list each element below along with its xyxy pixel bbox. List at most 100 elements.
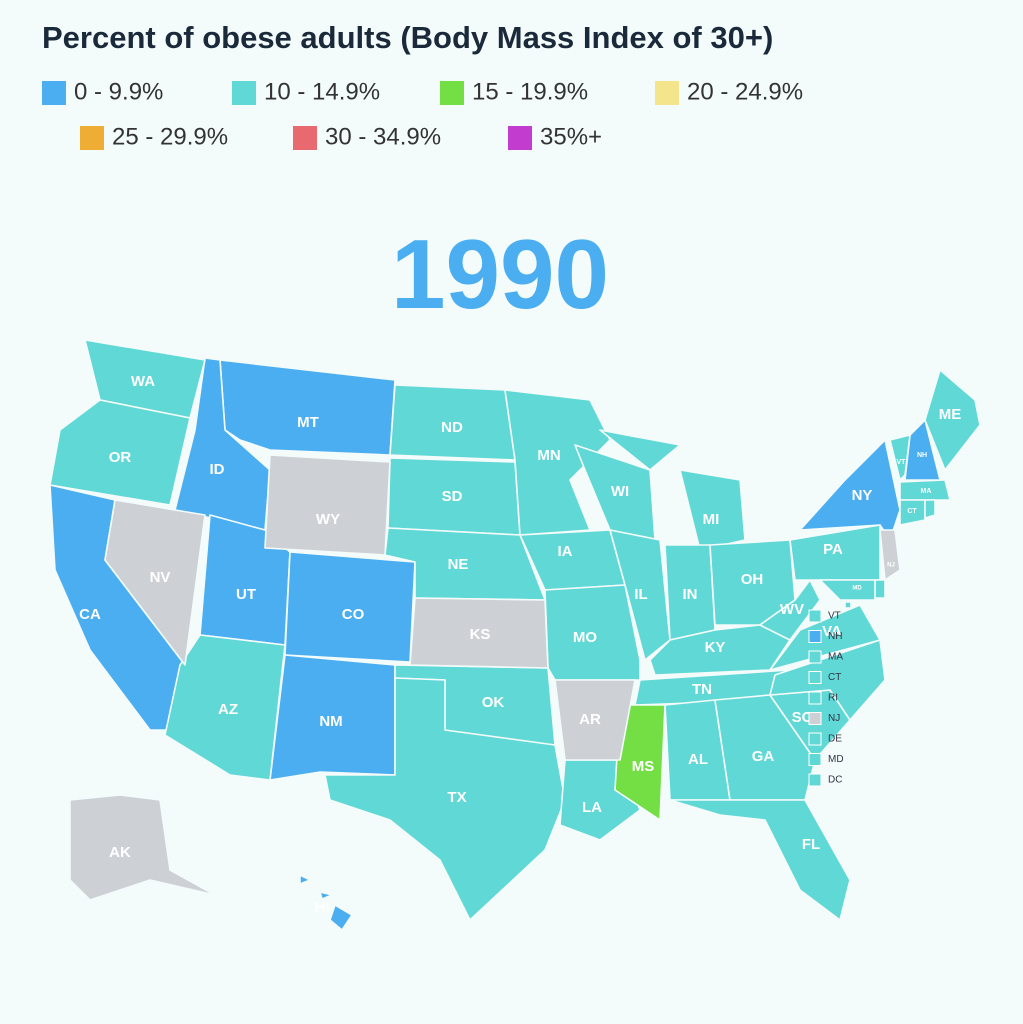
state-label: OK — [482, 694, 505, 711]
state — [819, 579, 876, 601]
state-label: WV — [780, 601, 804, 618]
side-swatch — [808, 609, 822, 623]
side-swatch — [808, 630, 822, 643]
state-label: MT — [297, 414, 319, 431]
state-label: AR — [579, 711, 601, 728]
state-label: NY — [852, 487, 873, 504]
state-label: CA — [79, 606, 101, 623]
state — [874, 579, 886, 599]
state — [599, 429, 681, 471]
state — [219, 359, 396, 456]
state — [609, 529, 671, 661]
state-label: CT — [907, 508, 917, 515]
side-swatch — [808, 691, 822, 705]
side-swatch — [808, 732, 822, 746]
state — [164, 634, 286, 781]
legend-swatch — [655, 81, 679, 105]
side-label: DC — [828, 775, 842, 786]
state — [504, 389, 611, 536]
state — [69, 794, 216, 901]
side-swatch — [808, 650, 822, 664]
legend-label: 15 - 19.9% — [472, 78, 588, 105]
state — [844, 601, 852, 609]
legend-label: 35%+ — [540, 123, 602, 150]
state — [264, 454, 391, 556]
state — [104, 499, 206, 666]
title: Percent of obese adults (Body Mass Index… — [42, 20, 773, 55]
state-label: NE — [448, 556, 469, 573]
legend-swatch — [232, 81, 256, 105]
side-label: VT — [828, 611, 841, 622]
side-label: CT — [828, 672, 841, 683]
state-label: IL — [634, 586, 647, 603]
state-label: WA — [131, 373, 155, 390]
state — [614, 704, 666, 821]
state-label: GA — [752, 748, 775, 765]
state-label: NV — [150, 569, 171, 586]
state — [889, 434, 911, 481]
legend-swatch — [42, 81, 66, 105]
state-label: ID — [210, 461, 225, 478]
state-label: AZ — [218, 701, 238, 718]
state — [899, 479, 951, 501]
legend-swatch — [80, 126, 104, 150]
state — [554, 679, 636, 761]
year: 1990 — [391, 219, 609, 329]
state-label: TN — [692, 681, 712, 698]
state-label: MN — [537, 447, 560, 464]
state — [409, 597, 549, 669]
state-label: MO — [573, 629, 597, 646]
state — [879, 529, 901, 581]
state-label: IA — [558, 543, 573, 560]
state-label: MA — [921, 488, 932, 495]
state-label: MI — [703, 511, 720, 528]
state-label: KY — [705, 639, 726, 656]
state — [924, 369, 981, 471]
state-label: ND — [441, 419, 463, 436]
state-label: OH — [741, 571, 764, 588]
side-label: NJ — [828, 713, 840, 724]
side-label: MA — [828, 652, 843, 663]
legend-label: 25 - 29.9% — [112, 123, 228, 150]
legend-label: 20 - 24.9% — [687, 78, 803, 105]
legend-label: 0 - 9.9% — [74, 78, 163, 105]
state — [319, 891, 333, 900]
state — [299, 874, 311, 885]
state-label: AL — [688, 751, 708, 768]
side-label: MD — [828, 754, 844, 765]
state-label: UT — [236, 586, 256, 603]
side-swatch — [808, 753, 822, 766]
state-label: SC — [792, 709, 813, 726]
state-label: LA — [582, 799, 602, 816]
state-label: MD — [852, 586, 862, 592]
side-swatch — [808, 671, 822, 684]
state — [49, 399, 191, 506]
legend-label: 30 - 34.9% — [325, 123, 441, 150]
side-label: NH — [828, 631, 842, 642]
side-swatch — [808, 773, 822, 787]
state-label: WY — [316, 511, 340, 528]
state-label: VT — [897, 459, 907, 466]
state — [899, 499, 926, 526]
state — [759, 579, 821, 641]
state-label: PA — [823, 541, 843, 558]
state — [324, 677, 566, 921]
legend-swatch — [440, 81, 464, 105]
state-label: CO — [342, 606, 365, 623]
side-swatch — [808, 712, 822, 725]
state-label: ME — [939, 406, 962, 423]
state — [669, 799, 851, 921]
state-label: SD — [442, 488, 463, 505]
state-label: IN — [683, 586, 698, 603]
state-label: AK — [109, 844, 131, 861]
state-label: NM — [319, 713, 342, 730]
side-label: DE — [828, 734, 842, 745]
state-label: FL — [802, 836, 820, 853]
state — [799, 439, 901, 541]
state — [924, 499, 936, 519]
state — [329, 904, 353, 931]
state-label: NH — [917, 452, 927, 459]
legend-swatch — [508, 126, 532, 150]
state-label: VA — [822, 623, 842, 640]
